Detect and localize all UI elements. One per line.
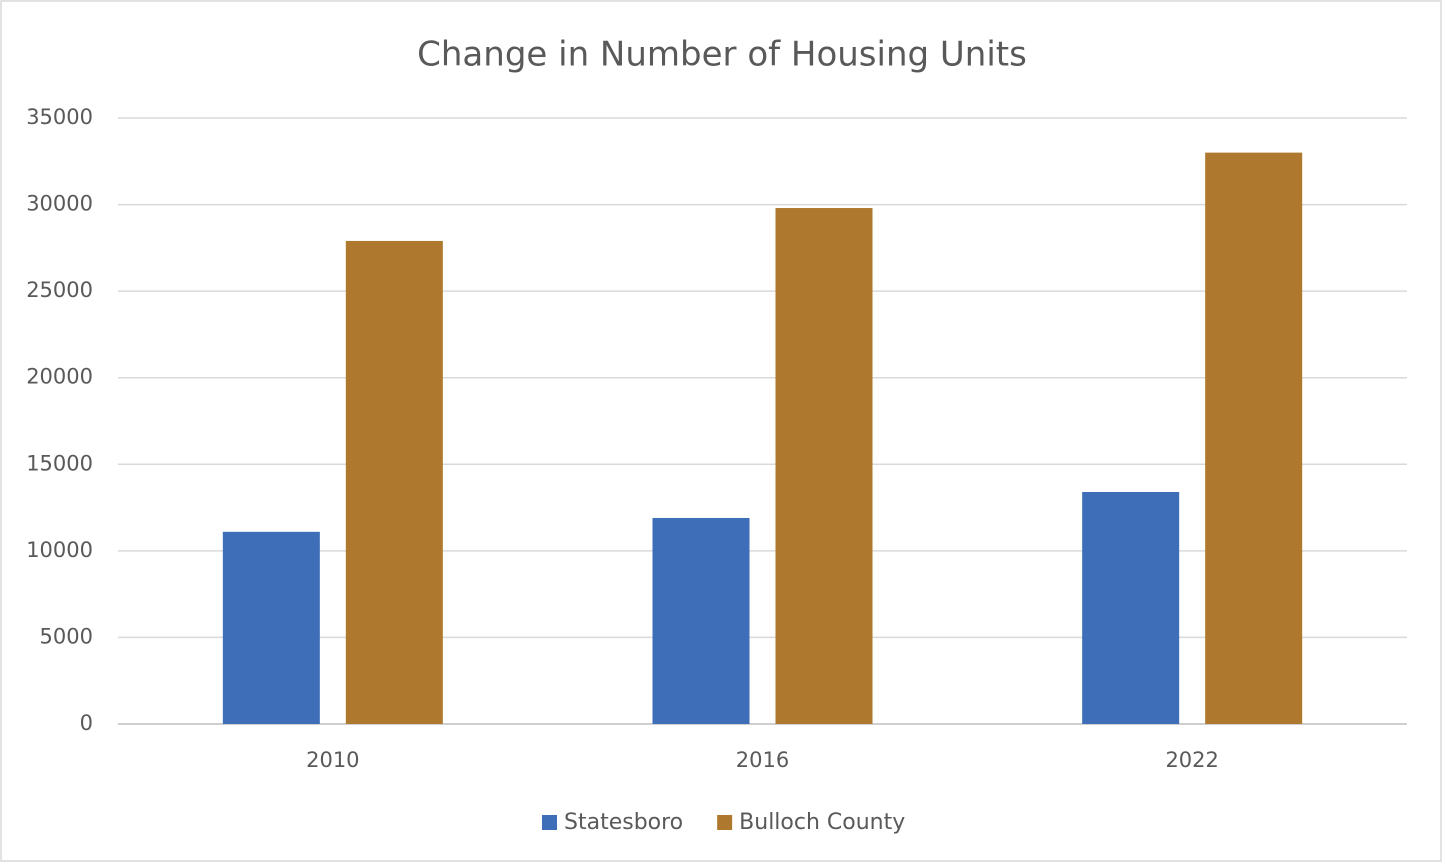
legend-swatch [717,815,733,830]
bar [345,240,443,724]
legend-label: Bulloch County [739,810,905,835]
bar [222,531,320,724]
y-tick-label: 15000 [26,451,93,475]
bar [775,208,873,724]
y-tick-label: 10000 [26,538,93,562]
x-tick-label: 2022 [1165,748,1218,772]
x-tick-label: 2010 [306,748,359,772]
y-tick-label: 0 [80,711,93,735]
legend-swatch [542,815,557,830]
y-tick-label: 5000 [40,624,93,648]
bar [1205,152,1303,725]
y-tick-label: 25000 [26,278,93,302]
bar [1082,491,1180,724]
y-tick-label: 30000 [26,192,93,216]
legend-label: Statesboro [564,810,683,835]
x-tick-label: 2016 [736,748,789,772]
chart-title: Change in Number of Housing Units [417,35,1027,75]
y-tick-label: 35000 [26,105,93,129]
y-tick-label: 20000 [26,365,93,389]
bar [652,517,750,724]
